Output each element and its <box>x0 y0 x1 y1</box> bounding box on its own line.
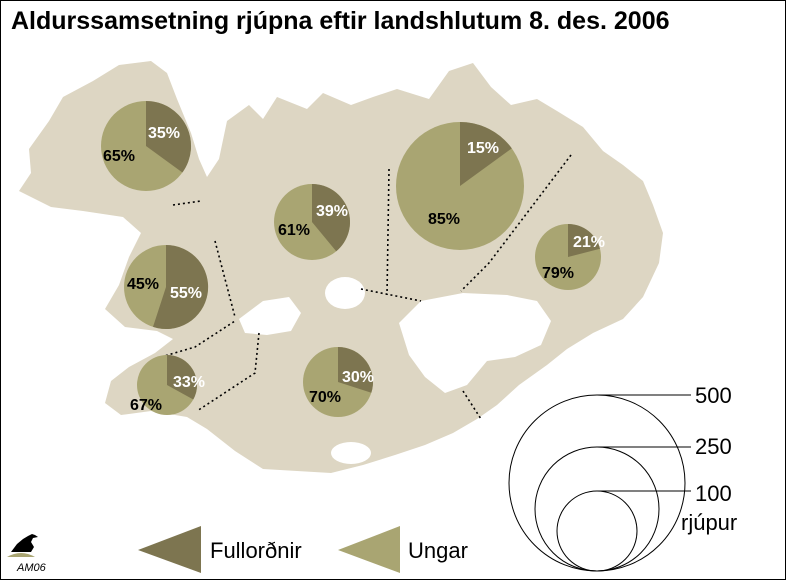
mound-icon <box>7 553 35 557</box>
size-legend-unit: rjúpur <box>681 510 737 535</box>
credit-label: AM06 <box>16 562 47 574</box>
langjokull-glacier <box>325 277 365 309</box>
size-legend-value: 100 <box>695 481 732 506</box>
pie-slice-fullordnir <box>568 224 600 257</box>
size-legend-circle <box>556 490 638 572</box>
pie-label-fullordnir: 55% <box>170 285 202 302</box>
pie-label-fullordnir: 35% <box>148 125 180 142</box>
boundary-west-south <box>160 320 236 358</box>
size-legend-circle <box>534 446 660 572</box>
region-pie: 39% 61% <box>274 184 351 260</box>
region-pie: 35% 65% <box>101 100 192 191</box>
pie-label-ungar: 61% <box>278 222 310 239</box>
region-pie: 21% 79% <box>535 224 605 290</box>
legend-swatch <box>138 526 201 573</box>
pie-label-ungar: 79% <box>542 265 574 282</box>
boundary-highlands <box>360 288 422 302</box>
pie-slice-fullordnir <box>167 355 198 400</box>
ptarmigan-bird-icon <box>11 534 38 552</box>
boundary-east <box>460 154 572 292</box>
pie-label-ungar: 65% <box>103 148 135 165</box>
size-legend-value: 500 <box>695 383 732 408</box>
pie-label-fullordnir: 15% <box>467 140 499 157</box>
pie-label-ungar: 85% <box>428 211 460 228</box>
region-pie: 15% 85% <box>396 122 524 250</box>
region-boundaries <box>160 154 572 420</box>
pie-charts: 35% 65% 39% 61% 15% 85% 21% 79% 55% 45% 33% 67% 30%7… <box>101 100 605 417</box>
boundary-westfjords-west <box>214 240 236 318</box>
region-pie: 30%70% <box>303 347 374 417</box>
region-pie: 55% 45% <box>124 244 209 329</box>
legend-label: Fullorðnir <box>210 538 302 563</box>
myrdalsjokull-glacier <box>331 442 371 464</box>
pie-label-fullordnir: 21% <box>573 234 605 251</box>
size-legend-circle <box>508 394 686 572</box>
pie-slice-fullordnir <box>153 244 209 329</box>
size-legend-value: 250 <box>695 434 732 459</box>
pie-label-ungar: 70% <box>309 389 341 406</box>
pie-slice-fullordnir <box>338 347 374 393</box>
pie-label-ungar: 67% <box>130 397 162 414</box>
region-pie: 33% 67% <box>130 355 205 415</box>
chart-title: Aldurssamsetning rjúpna eftir landshlutu… <box>11 7 670 35</box>
pie-slice-fullordnir <box>146 100 192 173</box>
vatnajokull-glacier <box>399 293 551 393</box>
author-logo: AM06 <box>7 534 47 574</box>
boundary-south-southwest <box>196 332 260 412</box>
pie-label-ungar: 45% <box>127 276 159 293</box>
hofsjokull-glacier <box>239 297 301 335</box>
pie-label-fullordnir: 33% <box>173 374 205 391</box>
pie-slice-fullordnir <box>460 122 512 186</box>
series-legend: Fullorðnir Ungar <box>138 526 468 573</box>
pie-label-fullordnir: 30% <box>342 369 374 386</box>
boundary-southeast <box>462 390 482 420</box>
pie-label-fullordnir: 39% <box>316 203 348 220</box>
legend-label: Ungar <box>408 538 468 563</box>
legend-swatch <box>338 526 400 573</box>
size-legend: 500 250 100 rjúpur <box>508 383 737 572</box>
pie-slice-fullordnir <box>312 184 351 252</box>
boundary-north-northeast <box>386 168 390 296</box>
